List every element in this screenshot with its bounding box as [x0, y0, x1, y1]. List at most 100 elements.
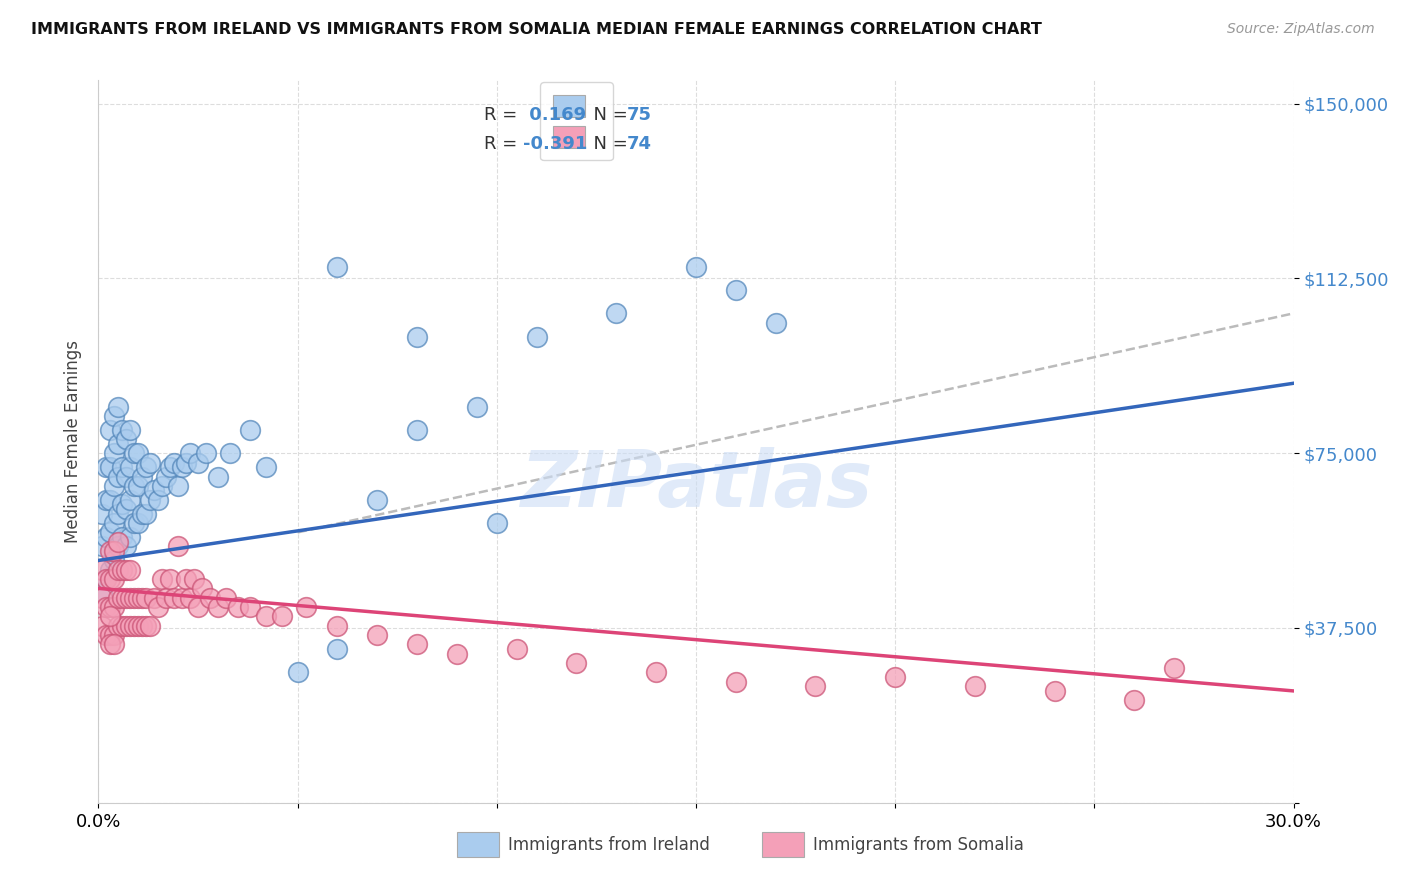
Point [107, 534, 129, 549]
Point [148, 492, 170, 507]
Point [135, 507, 157, 521]
Text: -0.391: -0.391 [523, 135, 588, 153]
Point [127, 618, 149, 632]
Point [98, 423, 122, 437]
Point [465, 400, 488, 414]
Point [107, 437, 129, 451]
Point [605, 306, 627, 320]
Text: 75: 75 [627, 106, 651, 124]
Point [111, 423, 134, 437]
Point [107, 507, 129, 521]
Point [120, 530, 142, 544]
Point [111, 563, 134, 577]
Point [215, 591, 238, 605]
Point [139, 492, 162, 507]
Point [135, 591, 157, 605]
Point [183, 572, 205, 586]
Point [103, 553, 125, 567]
Point [1163, 660, 1185, 674]
Point [103, 544, 125, 558]
Point [107, 563, 129, 577]
Point [1043, 684, 1066, 698]
Point [98, 492, 122, 507]
Point [287, 665, 309, 680]
Point [366, 628, 388, 642]
Point [148, 600, 170, 615]
Y-axis label: Median Female Earnings: Median Female Earnings [63, 340, 82, 543]
Point [107, 618, 129, 632]
Point [143, 591, 166, 605]
Point [963, 679, 986, 693]
Point [103, 446, 125, 460]
Point [120, 563, 142, 577]
Point [131, 618, 153, 632]
Point [91, 618, 114, 632]
Point [150, 572, 173, 586]
Point [98, 600, 122, 615]
FancyBboxPatch shape [762, 831, 804, 857]
Point [124, 479, 146, 493]
Point [107, 400, 129, 414]
Point [326, 618, 349, 632]
Point [179, 446, 201, 460]
Point [485, 516, 508, 530]
Legend: , : , [540, 82, 613, 161]
Point [107, 591, 129, 605]
Point [685, 260, 707, 274]
Point [96, 530, 118, 544]
Point [326, 260, 349, 274]
Point [96, 492, 118, 507]
Point [127, 516, 149, 530]
Text: N =: N = [582, 106, 634, 124]
Point [111, 618, 134, 632]
Point [111, 530, 134, 544]
Point [155, 591, 177, 605]
Point [139, 618, 162, 632]
FancyBboxPatch shape [457, 831, 499, 857]
Point [103, 516, 125, 530]
Point [115, 502, 138, 516]
Point [103, 409, 125, 423]
Point [96, 572, 118, 586]
Point [120, 492, 142, 507]
Point [115, 591, 138, 605]
Point [159, 460, 181, 475]
Point [91, 563, 114, 577]
Point [155, 469, 177, 483]
Point [526, 329, 548, 343]
Point [565, 656, 588, 670]
Point [115, 432, 138, 446]
Point [187, 600, 209, 615]
Point [226, 600, 249, 615]
Point [645, 665, 668, 680]
Point [406, 329, 429, 343]
Point [96, 572, 118, 586]
Point [179, 591, 201, 605]
Point [98, 628, 122, 642]
Point [103, 637, 125, 651]
Point [103, 628, 125, 642]
Point [120, 460, 142, 475]
Point [174, 572, 197, 586]
Point [120, 618, 142, 632]
Point [98, 637, 122, 651]
Point [765, 316, 787, 330]
Point [366, 492, 388, 507]
Point [91, 586, 114, 600]
Point [103, 572, 125, 586]
Text: ZIPatlas: ZIPatlas [520, 447, 872, 523]
Point [139, 456, 162, 470]
Point [98, 563, 122, 577]
Point [98, 609, 122, 624]
Point [103, 600, 125, 615]
Point [406, 637, 429, 651]
Point [91, 540, 114, 554]
Point [111, 591, 134, 605]
Text: IMMIGRANTS FROM IRELAND VS IMMIGRANTS FROM SOMALIA MEDIAN FEMALE EARNINGS CORREL: IMMIGRANTS FROM IRELAND VS IMMIGRANTS FR… [31, 22, 1042, 37]
Point [187, 456, 209, 470]
Text: 0.169: 0.169 [523, 106, 586, 124]
Point [239, 600, 262, 615]
Point [107, 469, 129, 483]
Point [294, 600, 316, 615]
Point [98, 525, 122, 540]
